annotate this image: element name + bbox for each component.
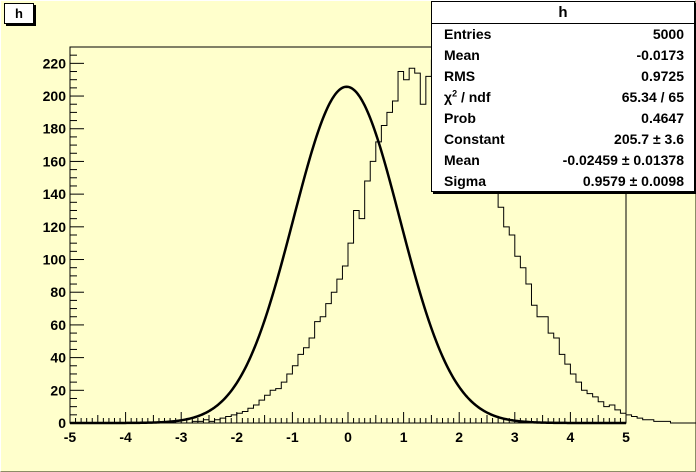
stat-label: Mean [444,152,480,168]
y-tick-label: 160 [43,153,67,169]
y-tick-label: 80 [50,284,66,300]
y-tick-label: 20 [50,382,66,398]
stat-row-fit-mean: Mean -0.02459 ± 0.01378 [432,150,694,171]
histogram-outline [70,59,696,424]
x-tick-label: 1 [400,429,408,445]
stat-row-mean: Mean -0.0173 [432,45,694,66]
y-tick-label: 180 [43,121,67,137]
x-tick-label: -5 [64,429,77,445]
x-tick-label: -2 [231,429,244,445]
stat-label: Prob [444,110,476,126]
stat-row-chi2-ndf: χ2 / ndf 65.34 / 65 [432,87,694,108]
y-tick-label: 200 [43,88,67,104]
y-tick-label: 140 [43,186,67,202]
y-tick-label: 60 [50,317,66,333]
histogram-name: h [15,6,23,21]
y-tick-label: 40 [50,350,66,366]
ndf-label: / ndf [457,89,491,105]
x-tick-label: 0 [344,429,352,445]
stat-value: -0.02459 ± 0.01378 [562,152,684,168]
y-tick-label: 0 [58,415,66,431]
x-tick-labels: -5 -4 -3 -2 -1 0 1 2 3 4 5 [64,429,630,445]
chi-square-exponent: 2 [452,88,458,99]
stat-value: -0.0173 [636,47,684,63]
stat-value: 0.9725 [641,68,684,84]
stats-box: h Entries 5000 Mean -0.0173 RMS 0.9725 χ… [431,1,695,192]
y-tick-label: 100 [43,252,67,268]
x-tick-label: 4 [567,429,575,445]
gaussian-fit-curve [70,85,626,425]
histogram-title-box: h [4,3,34,24]
stat-row-rms: RMS 0.9725 [432,66,694,87]
stat-row-sigma: Sigma 0.9579 ± 0.0098 [432,171,694,192]
stat-value: 5000 [652,26,684,42]
y-tick-label: 120 [43,219,67,235]
y-tick-labels: 0 20 40 60 80 100 120 140 160 180 200 220 [43,55,67,431]
stat-label: Sigma [444,173,487,189]
x-tick-label: -3 [175,429,188,445]
x-tick-label: 3 [511,429,519,445]
y-tick-label: 220 [43,55,67,71]
x-tick-label: -4 [119,429,132,445]
stat-label: Constant [444,131,505,147]
stat-row-prob: Prob 0.4647 [432,108,694,129]
stat-value: 0.9579 ± 0.0098 [582,173,684,189]
stat-label: Entries [444,26,492,42]
stat-value: 0.4647 [641,110,684,126]
chi-symbol: χ [444,89,453,105]
x-tick-label: 5 [622,429,630,445]
stat-label: χ2 / ndf [444,87,491,108]
x-tick-label: 2 [455,429,463,445]
stat-label: Mean [444,47,480,63]
stat-value: 65.34 / 65 [621,89,684,105]
stat-row-entries: Entries 5000 [432,24,694,45]
stat-label: RMS [444,68,476,84]
stats-box-title: h [432,2,694,24]
stat-value: 205.7 ± 3.6 [614,131,684,147]
x-tick-label: -1 [286,429,299,445]
stat-row-constant: Constant 205.7 ± 3.6 [432,129,694,150]
